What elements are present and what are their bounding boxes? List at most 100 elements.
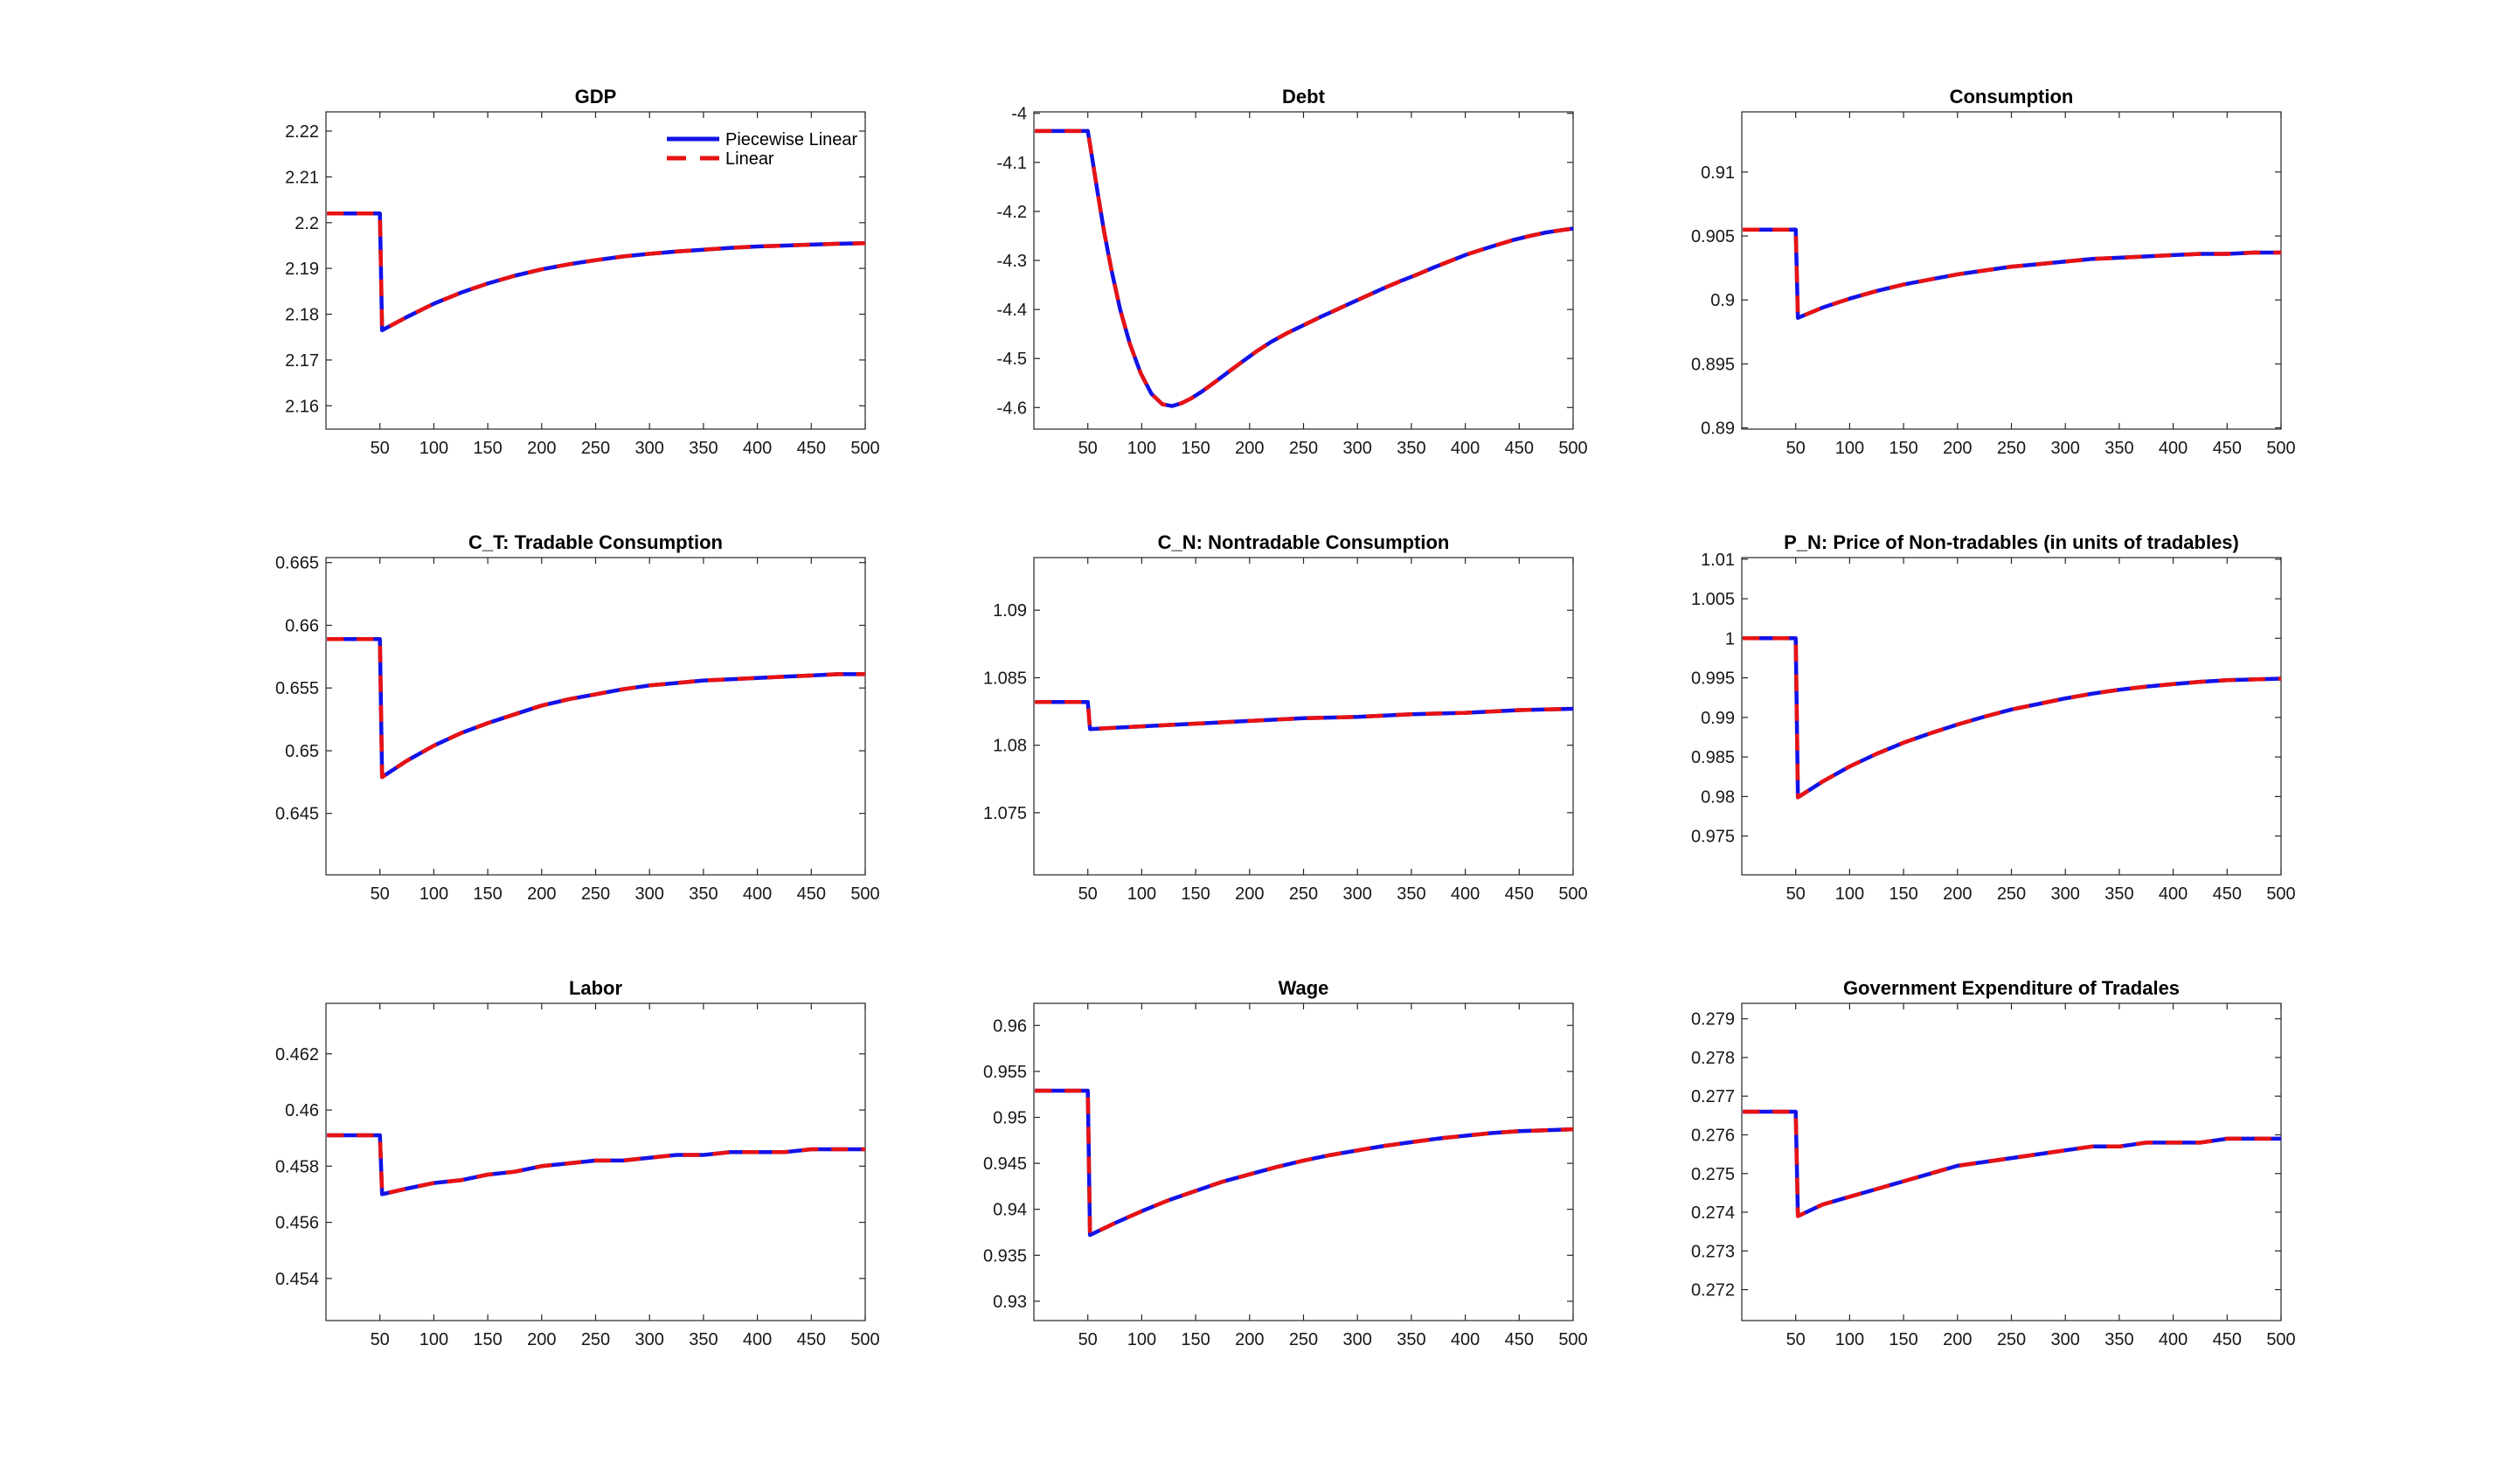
- series-linear-line: [1035, 700, 1574, 732]
- plot-title: C_N: Nontradable Consumption: [1158, 531, 1450, 553]
- x-tick-label: 350: [1397, 1330, 1425, 1349]
- x-tick-label: 200: [1943, 884, 1972, 904]
- y-tick-label: 0.91: [1701, 163, 1735, 183]
- x-tick-label: 200: [527, 884, 556, 904]
- series-piecewise-linear-line: [327, 1133, 865, 1196]
- x-tick-label: 200: [527, 1330, 556, 1349]
- x-tick-label: 400: [2159, 1330, 2188, 1349]
- x-tick-label: 300: [2051, 884, 2080, 904]
- subplot-p-n-price-of-non-tradables: 50 100 150 200 250 300 350 400 450 500 0.975 0.98 0.…: [1691, 531, 2296, 904]
- x-tick-label: 150: [1889, 439, 1917, 458]
- x-tick-label: 400: [743, 439, 772, 458]
- x-tick-label: 450: [2213, 439, 2242, 458]
- x-tick-label: 450: [797, 1330, 826, 1349]
- plot-title: C_T: Tradable Consumption: [468, 531, 723, 553]
- x-tick-label: 400: [2159, 884, 2188, 904]
- y-tick-label: 0.66: [285, 617, 319, 636]
- x-tick-label: 450: [797, 439, 826, 458]
- x-tick-label: 250: [581, 439, 610, 458]
- y-tick-label: 0.456: [275, 1214, 319, 1233]
- x-tick-label: 500: [1558, 1330, 1587, 1349]
- y-tick-label: 1.085: [983, 669, 1027, 689]
- x-tick-label: 100: [1127, 439, 1156, 458]
- subplot-gdp: 50 100 150 200 250 300 350 400 450 500 2.16 2.17 2.1…: [285, 86, 880, 458]
- x-tick-label: 50: [1078, 1330, 1098, 1349]
- x-tick-label: 50: [371, 884, 390, 904]
- x-tick-label: 250: [581, 1330, 610, 1349]
- plot-title: Wage: [1279, 977, 1329, 999]
- series-linear-line: [1743, 227, 2281, 320]
- y-tick-label: 0.905: [1691, 227, 1735, 246]
- series-linear-line: [1035, 1088, 1574, 1238]
- y-tick-label: 0.99: [1701, 709, 1735, 728]
- plot-frame: [1033, 557, 1574, 876]
- y-tick-label: 0.645: [275, 805, 319, 824]
- series-linear-line: [327, 637, 865, 780]
- series-linear-line: [327, 212, 866, 333]
- x-tick-label: 300: [1343, 439, 1372, 458]
- x-tick-label: 350: [2104, 884, 2133, 904]
- series-piecewise-linear-line: [327, 212, 866, 333]
- x-tick-label: 200: [1943, 439, 1972, 458]
- series-piecewise-linear-line: [1035, 1088, 1574, 1238]
- y-tick-label: -4.3: [997, 252, 1027, 271]
- x-tick-label: 450: [2213, 884, 2242, 904]
- x-tick-label: 50: [1786, 1330, 1806, 1349]
- y-tick-label: -4.5: [997, 350, 1027, 369]
- plot-frame: [1741, 111, 2282, 430]
- x-tick-label: 150: [1181, 884, 1210, 904]
- y-tick-label: 1.09: [993, 601, 1027, 621]
- y-tick-label: 0.276: [1691, 1127, 1735, 1146]
- x-tick-label: 400: [2159, 439, 2188, 458]
- x-tick-label: 400: [1451, 439, 1480, 458]
- x-tick-label: 50: [1078, 884, 1098, 904]
- y-tick-label: 1.075: [983, 804, 1027, 823]
- x-tick-label: 100: [1127, 884, 1156, 904]
- y-tick-label: 0.665: [275, 554, 319, 573]
- subplot-consumption: 50 100 150 200 250 300 350 400 450 500 0.89 0.895 0.…: [1691, 86, 2296, 458]
- plot-frame: [1741, 557, 2282, 876]
- x-tick-label: 450: [1505, 439, 1534, 458]
- y-tick-label: 0.46: [285, 1101, 319, 1120]
- x-tick-label: 250: [1289, 884, 1318, 904]
- x-tick-label: 150: [1181, 1330, 1210, 1349]
- x-tick-label: 300: [635, 1330, 664, 1349]
- subplot-debt: 50 100 150 200 250 300 350 400 450 500 -4.6 -4.5 -4.…: [997, 86, 1588, 458]
- x-tick-label: 500: [2266, 439, 2295, 458]
- y-tick-label: 0.462: [275, 1045, 319, 1064]
- series-piecewise-linear-line: [327, 637, 865, 780]
- x-tick-label: 100: [420, 884, 448, 904]
- subplot-wage: 50 100 150 200 250 300 350 400 450 500 0.93 0.935 0.…: [983, 977, 1588, 1349]
- x-tick-label: 100: [420, 439, 448, 458]
- series-linear-line: [327, 1133, 865, 1196]
- x-tick-label: 350: [2104, 1330, 2133, 1349]
- x-tick-label: 250: [581, 884, 610, 904]
- x-tick-label: 400: [1451, 884, 1480, 904]
- y-tick-label: 0.272: [1691, 1281, 1735, 1300]
- y-tick-label: 2.21: [285, 168, 319, 187]
- x-tick-label: 150: [473, 1330, 502, 1349]
- y-tick-label: 0.279: [1691, 1010, 1735, 1030]
- x-tick-label: 450: [797, 884, 826, 904]
- x-tick-label: 100: [420, 1330, 448, 1349]
- plot-frame: [1033, 111, 1574, 430]
- y-tick-label: 1: [1725, 629, 1735, 648]
- y-tick-label: 0.895: [1691, 355, 1735, 374]
- x-tick-label: 450: [1505, 1330, 1534, 1349]
- y-tick-label: 0.275: [1691, 1165, 1735, 1184]
- y-tick-label: 0.96: [993, 1016, 1027, 1036]
- x-tick-label: 300: [2051, 439, 2080, 458]
- plot-title: Labor: [569, 977, 623, 999]
- plot-title: Debt: [1282, 86, 1326, 107]
- y-tick-label: 1.005: [1691, 590, 1735, 609]
- x-tick-label: 300: [2051, 1330, 2080, 1349]
- x-tick-label: 50: [371, 1330, 390, 1349]
- x-tick-label: 150: [1889, 1330, 1917, 1349]
- y-tick-label: 2.18: [285, 306, 319, 325]
- x-tick-label: 50: [371, 439, 390, 458]
- series-linear-line: [1743, 636, 2282, 800]
- x-tick-label: 300: [635, 884, 664, 904]
- x-tick-label: 50: [1078, 439, 1098, 458]
- x-tick-label: 350: [1397, 439, 1425, 458]
